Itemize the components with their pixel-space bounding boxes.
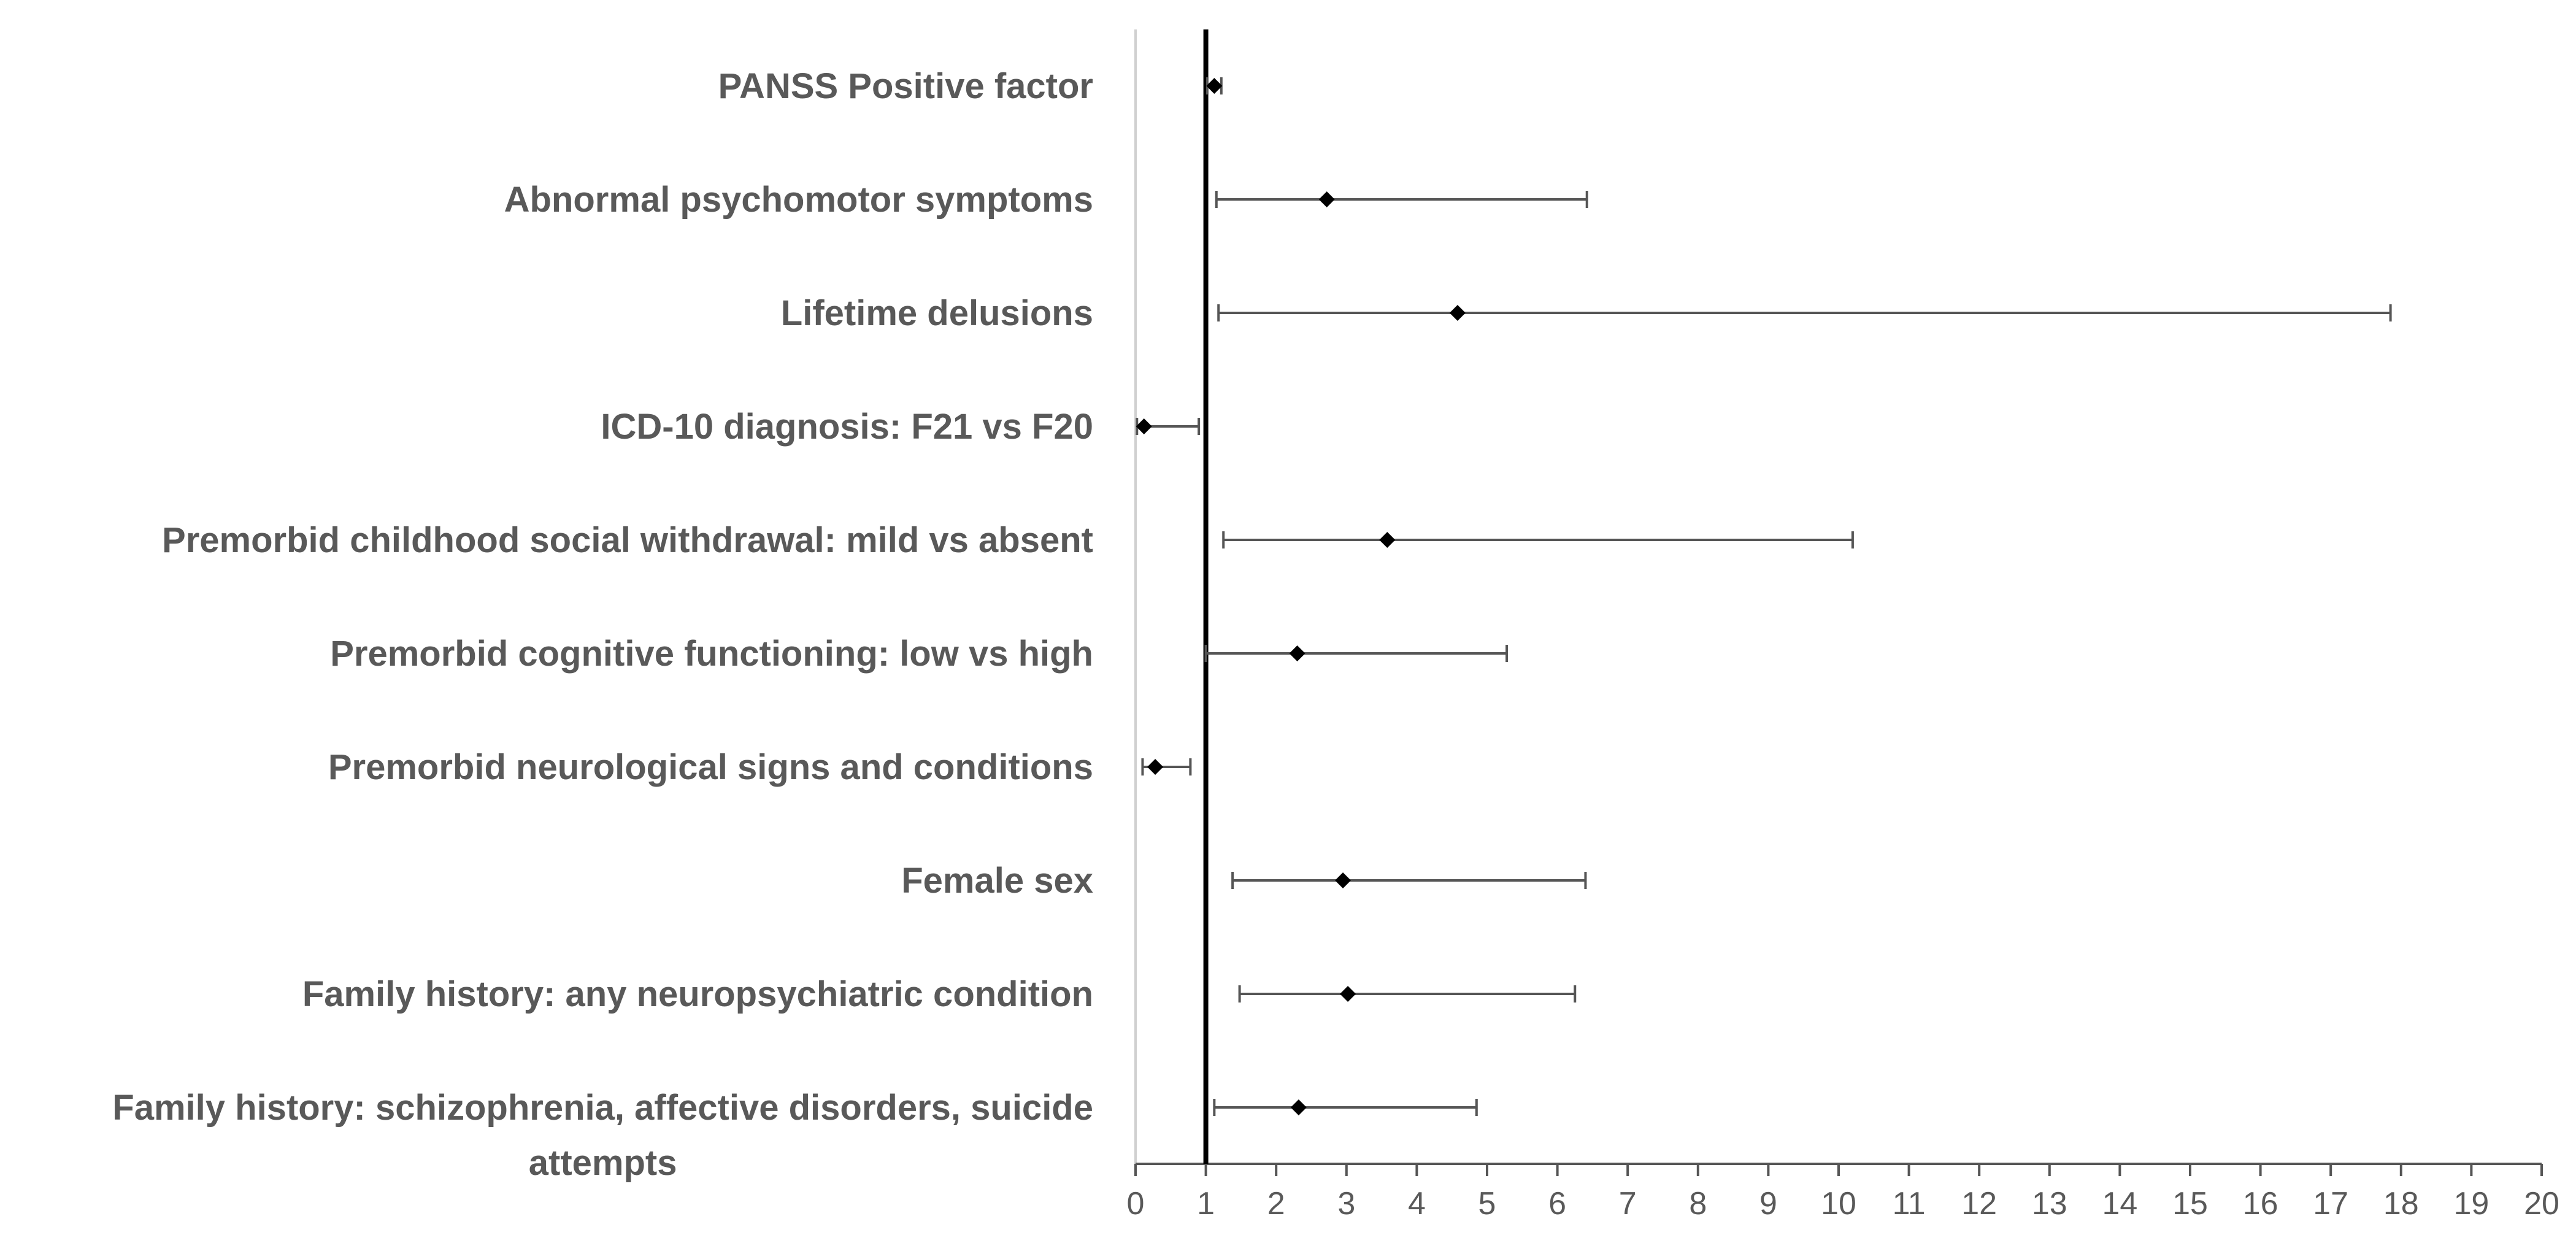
x-tick-label: 9	[1759, 1186, 1777, 1222]
x-tick-label: 5	[1478, 1186, 1496, 1222]
x-tick-label: 8	[1689, 1186, 1707, 1222]
forest-row: Lifetime delusions	[781, 293, 2392, 333]
x-tick-label: 2	[1267, 1186, 1285, 1222]
x-tick-label: 19	[2453, 1186, 2489, 1222]
forest-row: Abnormal psychomotor symptoms	[504, 180, 1588, 220]
x-tick-label: 15	[2172, 1186, 2208, 1222]
point-estimate	[1449, 305, 1466, 321]
x-tick-label: 12	[1961, 1186, 1997, 1222]
forest-row: Premorbid neurological signs and conditi…	[328, 747, 1192, 787]
row-label: Female sex	[901, 861, 1093, 901]
x-tick-label: 20	[2524, 1186, 2559, 1222]
point-estimate	[1290, 1099, 1307, 1115]
x-tick-label: 18	[2383, 1186, 2419, 1222]
point-estimate	[1340, 986, 1356, 1002]
point-estimate	[1289, 645, 1305, 661]
x-tick-label: 0	[1127, 1186, 1145, 1222]
row-label: ICD-10 diagnosis: F21 vs F20	[601, 407, 1093, 447]
x-tick-label: 10	[1821, 1186, 1856, 1222]
forest-row: Family history: schizophrenia, affective…	[112, 1088, 1478, 1183]
row-label: Premorbid cognitive functioning: low vs …	[330, 634, 1093, 674]
point-estimate	[1318, 191, 1335, 207]
x-tick-label: 7	[1619, 1186, 1637, 1222]
forest-row: Premorbid cognitive functioning: low vs …	[330, 634, 1509, 674]
row-label: Family history: any neuropsychiatric con…	[302, 974, 1093, 1014]
forest-row: PANSS Positive factor	[718, 66, 1223, 106]
x-tick-label: 11	[1893, 1186, 1926, 1222]
forest-row: Premorbid childhood social withdrawal: m…	[162, 520, 1854, 560]
row-label: Abnormal psychomotor symptoms	[504, 180, 1093, 220]
x-tick-label: 17	[2313, 1186, 2348, 1222]
row-label: Family history: schizophrenia, affective…	[112, 1088, 1093, 1183]
row-label: Lifetime delusions	[781, 293, 1093, 333]
plot-rows: PANSS Positive factor Abnormal psychomoto…	[112, 66, 2392, 1183]
point-estimate	[1136, 418, 1152, 434]
x-tick-label: 3	[1337, 1186, 1355, 1222]
row-label: PANSS Positive factor	[718, 66, 1093, 106]
forest-row: Female sex	[901, 861, 1587, 901]
x-tick-label: 13	[2032, 1186, 2067, 1222]
point-estimate	[1379, 532, 1396, 548]
point-estimate	[1147, 759, 1164, 775]
forest-row: ICD-10 diagnosis: F21 vs F20	[601, 407, 1201, 447]
x-tick-label: 16	[2243, 1186, 2278, 1222]
row-label: Premorbid neurological signs and conditi…	[328, 747, 1093, 787]
x-tick-label: 4	[1408, 1186, 1426, 1222]
row-label: Premorbid childhood social withdrawal: m…	[162, 520, 1093, 560]
x-tick-label: 1	[1197, 1186, 1215, 1222]
point-estimate	[1206, 78, 1223, 94]
point-estimate	[1335, 872, 1351, 888]
x-tick-label: 14	[2102, 1186, 2137, 1222]
forest-row: Family history: any neuropsychiatric con…	[302, 974, 1577, 1014]
x-tick-label: 6	[1548, 1186, 1566, 1222]
plot-axes: 0 1 2 3 4 5 6 7 8 9 10 11 12 13 14 15 16 17 18 19 20	[1127, 29, 2559, 1222]
